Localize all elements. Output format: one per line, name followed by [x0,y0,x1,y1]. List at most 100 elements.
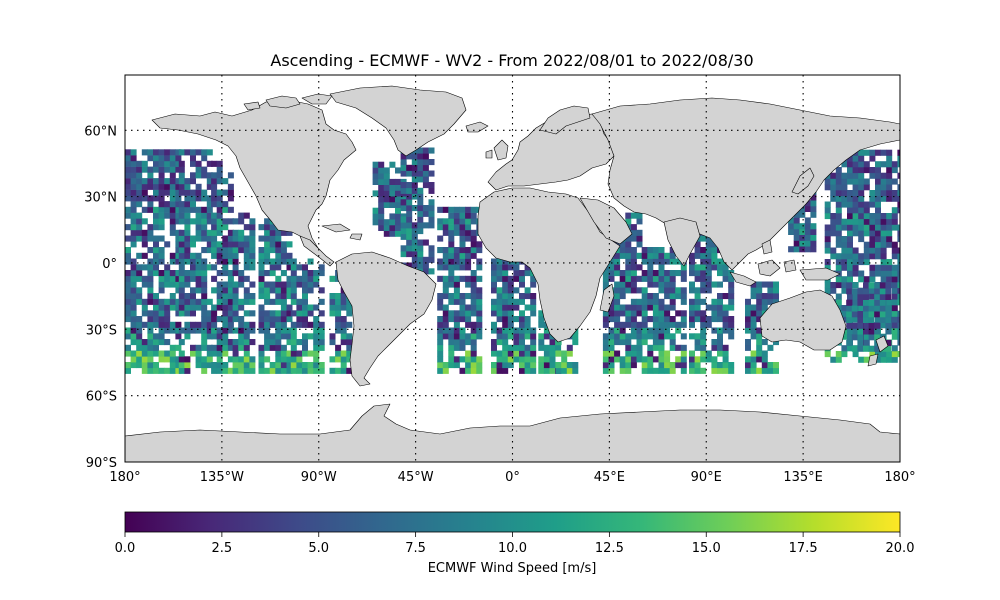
data-cell [216,287,223,294]
data-cell [841,276,848,283]
data-cell [206,206,213,213]
data-cell [647,327,654,334]
data-cell [164,316,171,323]
data-cell [286,258,293,265]
data-cell [422,159,429,166]
data-cell [269,316,276,323]
data-cell [406,251,413,258]
data-cell [372,219,379,226]
data-cell [619,310,626,317]
data-cell [335,321,342,328]
data-cell [459,367,466,374]
data-cell [608,264,615,271]
data-cell [636,333,643,340]
data-cell [705,235,712,242]
data-cell [465,275,472,282]
data-cell [136,195,143,202]
data-cell [169,183,176,190]
data-cell [647,275,654,282]
data-cell [874,311,881,318]
data-cell [378,178,385,185]
data-cell [417,228,424,235]
data-cell [717,264,723,271]
data-cell [428,159,435,166]
data-cell [222,247,229,254]
data-cell [669,339,676,346]
data-cell [437,321,444,328]
data-cell [852,155,859,162]
data-cell [136,362,143,369]
data-cell [286,287,293,294]
data-cell [307,281,314,288]
data-cell [711,327,718,334]
data-cell [153,270,159,277]
data-cell [206,218,213,225]
data-cell [275,333,282,340]
data-cell [897,253,900,260]
data-cell [164,183,171,190]
data-cell [178,356,185,363]
data-cell [417,222,424,229]
land-iceland [465,121,489,133]
data-cell [566,344,573,351]
data-cell [625,218,632,225]
data-cell [238,321,245,328]
data-cell [211,310,218,317]
data-cell [630,247,637,254]
data-cell [841,184,848,191]
data-cell [869,218,876,225]
data-cell [705,241,712,248]
data-cell [868,334,875,341]
data-cell [711,258,718,265]
data-cell [530,327,537,334]
data-cell [313,327,320,334]
data-cell [636,327,643,334]
data-cell [417,170,424,177]
data-cell [694,275,701,282]
data-cell [793,228,800,235]
data-cell [340,298,347,305]
data-cell [275,281,282,288]
data-cell [125,224,131,231]
data-cell [400,205,407,212]
data-cell [465,235,472,242]
data-cell [858,161,865,168]
data-cell [258,304,265,311]
data-cell [886,184,893,191]
data-cell [318,367,325,374]
data-cell [857,293,864,300]
data-cell [383,201,390,208]
data-cell [619,252,626,259]
data-cell [130,201,137,208]
data-cell [875,213,881,220]
data-cell [835,264,842,271]
data-cell [275,321,282,328]
data-cell [602,333,609,340]
data-cell [249,235,256,242]
data-cell [465,281,472,288]
data-cell [243,241,250,248]
data-cell [858,236,865,243]
data-cell [608,270,615,277]
data-cell [630,350,637,357]
data-cell [232,247,239,254]
data-cell [141,339,148,346]
data-cell [519,362,525,369]
data-cell [669,362,676,369]
data-cell [422,182,429,189]
data-cell [346,356,353,363]
data-cell [857,316,864,323]
data-cell [852,224,859,231]
data-cell [269,281,276,288]
data-cell [383,167,390,174]
data-cell [130,258,137,265]
data-cell [835,224,842,231]
data-cell [886,276,893,283]
data-cell [630,298,637,305]
data-cell [346,304,353,311]
data-cell [201,310,208,317]
data-cell [437,206,444,213]
data-cell [136,344,143,351]
data-cell [227,339,234,346]
data-cell [158,350,165,357]
